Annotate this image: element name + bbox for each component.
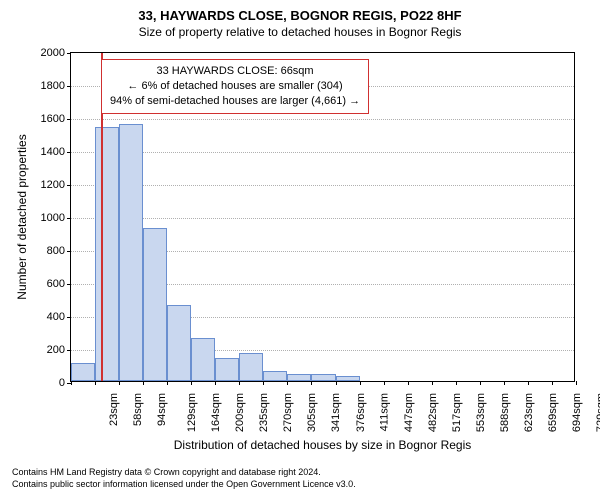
ytick-label: 400 (47, 311, 71, 323)
xtick-mark (287, 381, 288, 385)
xtick-mark (263, 381, 264, 385)
ytick-label: 800 (47, 245, 71, 257)
xtick-label: 270sqm (282, 393, 294, 432)
xtick-mark (215, 381, 216, 385)
histogram-bar (215, 358, 239, 381)
xtick-label: 447sqm (403, 393, 415, 432)
xtick-mark (336, 381, 337, 385)
xtick-label: 129sqm (186, 393, 198, 432)
xtick-mark (552, 381, 553, 385)
footer-line: Contains public sector information licen… (12, 479, 356, 491)
histogram-bar (287, 374, 311, 381)
histogram-bar (336, 376, 360, 381)
xtick-mark (504, 381, 505, 385)
histogram-bar (143, 228, 167, 381)
ytick-label: 600 (47, 278, 71, 290)
xtick-label: 235sqm (258, 393, 270, 432)
histogram-bar (167, 305, 191, 381)
ytick-label: 1400 (41, 146, 71, 158)
annotation-line: 33 HAYWARDS CLOSE: 66sqm (110, 64, 360, 79)
ytick-label: 200 (47, 344, 71, 356)
xtick-mark (143, 381, 144, 385)
xtick-label: 164sqm (210, 393, 222, 432)
xtick-mark (384, 381, 385, 385)
xtick-label: 23sqm (108, 393, 120, 426)
xtick-mark (432, 381, 433, 385)
footer-line: Contains HM Land Registry data © Crown c… (12, 467, 356, 479)
ytick-label: 1600 (41, 113, 71, 125)
xtick-mark (95, 381, 96, 385)
gridline (71, 218, 574, 219)
xtick-mark (311, 381, 312, 385)
ytick-label: 1200 (41, 179, 71, 191)
annotation-line: 94% of semi-detached houses are larger (… (110, 94, 360, 109)
xtick-mark (119, 381, 120, 385)
xtick-mark (528, 381, 529, 385)
xtick-label: 588sqm (499, 393, 511, 432)
page-title: 33, HAYWARDS CLOSE, BOGNOR REGIS, PO22 8… (0, 0, 600, 23)
xtick-label: 376sqm (355, 393, 367, 432)
xtick-label: 729sqm (595, 393, 600, 432)
xtick-label: 58sqm (132, 393, 144, 426)
histogram-bar (263, 371, 287, 381)
xtick-label: 623sqm (523, 393, 535, 432)
histogram-bar (239, 353, 263, 381)
xtick-label: 482sqm (427, 393, 439, 432)
xtick-mark (167, 381, 168, 385)
xtick-mark (71, 381, 72, 385)
xtick-mark (408, 381, 409, 385)
gridline (71, 119, 574, 120)
histogram-chart: 020040060080010001200140016001800200023s… (70, 52, 575, 382)
xtick-mark (360, 381, 361, 385)
gridline (71, 152, 574, 153)
histogram-bar (191, 338, 215, 381)
histogram-bar (311, 374, 335, 381)
ytick-label: 1000 (41, 212, 71, 224)
annotation-line: ← 6% of detached houses are smaller (304… (110, 79, 360, 94)
xtick-mark (191, 381, 192, 385)
histogram-bar (95, 127, 119, 381)
footer-attribution: Contains HM Land Registry data © Crown c… (12, 467, 356, 490)
y-axis-label: Number of detached properties (15, 134, 29, 299)
histogram-bar (119, 124, 143, 381)
xtick-label: 94sqm (156, 393, 168, 426)
xtick-mark (576, 381, 577, 385)
xtick-label: 341sqm (331, 393, 343, 432)
xtick-mark (480, 381, 481, 385)
annotation-box: 33 HAYWARDS CLOSE: 66sqm← 6% of detached… (101, 59, 369, 114)
xtick-mark (239, 381, 240, 385)
xtick-label: 305sqm (307, 393, 319, 432)
ytick-label: 0 (59, 377, 71, 389)
xtick-label: 659sqm (547, 393, 559, 432)
ytick-label: 2000 (41, 47, 71, 59)
xtick-label: 200sqm (234, 393, 246, 432)
ytick-label: 1800 (41, 80, 71, 92)
page-subtitle: Size of property relative to detached ho… (0, 23, 600, 39)
histogram-bar (71, 363, 95, 381)
xtick-label: 411sqm (378, 393, 390, 431)
xtick-label: 694sqm (571, 393, 583, 432)
x-axis-label: Distribution of detached houses by size … (174, 438, 472, 452)
xtick-label: 553sqm (475, 393, 487, 432)
xtick-label: 517sqm (451, 393, 463, 432)
gridline (71, 185, 574, 186)
xtick-mark (456, 381, 457, 385)
